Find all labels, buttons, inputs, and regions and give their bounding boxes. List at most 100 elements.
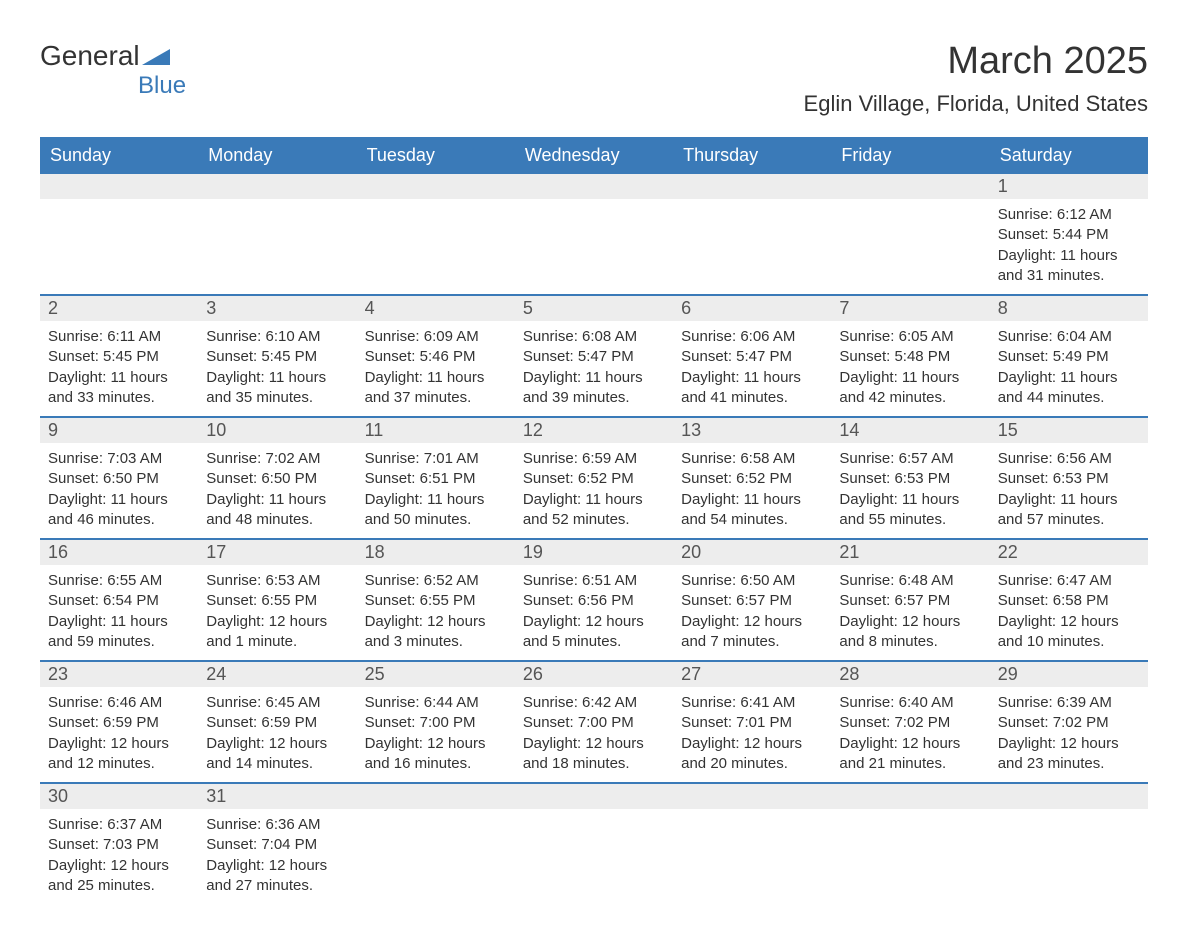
day-number: 1 — [990, 174, 1148, 199]
day-cell — [831, 809, 989, 904]
day-number: 26 — [515, 662, 673, 687]
day-number: 29 — [990, 662, 1148, 687]
day-cell: Sunrise: 6:46 AMSunset: 6:59 PMDaylight:… — [40, 687, 198, 782]
day-number: 21 — [831, 540, 989, 565]
day-number: 9 — [40, 418, 198, 443]
day-cell: Sunrise: 6:51 AMSunset: 6:56 PMDaylight:… — [515, 565, 673, 660]
day-cell: Sunrise: 7:02 AMSunset: 6:50 PMDaylight:… — [198, 443, 356, 538]
day-number: 3 — [198, 296, 356, 321]
day-details: Sunrise: 6:12 AMSunset: 5:44 PMDaylight:… — [998, 203, 1140, 286]
day-cell: Sunrise: 6:57 AMSunset: 6:53 PMDaylight:… — [831, 443, 989, 538]
day-number: 17 — [198, 540, 356, 565]
logo-word-general: General — [40, 40, 140, 72]
day-details-row: Sunrise: 6:12 AMSunset: 5:44 PMDaylight:… — [40, 199, 1148, 294]
day-header-tuesday: Tuesday — [357, 137, 515, 174]
weeks-container: 1 Sunrise: 6:12 AMSunset: 5:44 PMDaylight… — [40, 174, 1148, 904]
logo-text-line1: General — [40, 40, 170, 72]
day-cell: Sunrise: 6:12 AMSunset: 5:44 PMDaylight:… — [990, 199, 1148, 294]
day-number — [673, 174, 831, 199]
day-details: Sunrise: 7:02 AMSunset: 6:50 PMDaylight:… — [206, 447, 348, 530]
day-details: Sunrise: 6:09 AMSunset: 5:46 PMDaylight:… — [365, 325, 507, 408]
day-number — [515, 784, 673, 809]
day-details: Sunrise: 6:52 AMSunset: 6:55 PMDaylight:… — [365, 569, 507, 652]
day-cell: Sunrise: 6:56 AMSunset: 6:53 PMDaylight:… — [990, 443, 1148, 538]
day-header-sunday: Sunday — [40, 137, 198, 174]
day-cell: Sunrise: 6:11 AMSunset: 5:45 PMDaylight:… — [40, 321, 198, 416]
day-cell: Sunrise: 6:42 AMSunset: 7:00 PMDaylight:… — [515, 687, 673, 782]
day-number: 8 — [990, 296, 1148, 321]
day-number: 31 — [198, 784, 356, 809]
day-details: Sunrise: 6:48 AMSunset: 6:57 PMDaylight:… — [839, 569, 981, 652]
day-number: 15 — [990, 418, 1148, 443]
day-cell: Sunrise: 6:10 AMSunset: 5:45 PMDaylight:… — [198, 321, 356, 416]
day-details: Sunrise: 6:08 AMSunset: 5:47 PMDaylight:… — [523, 325, 665, 408]
day-header-friday: Friday — [831, 137, 989, 174]
day-number: 5 — [515, 296, 673, 321]
day-number — [198, 174, 356, 199]
logo: General Blue — [40, 40, 186, 100]
day-cell: Sunrise: 6:47 AMSunset: 6:58 PMDaylight:… — [990, 565, 1148, 660]
day-number-row: 16171819202122 — [40, 538, 1148, 565]
day-cell: Sunrise: 6:52 AMSunset: 6:55 PMDaylight:… — [357, 565, 515, 660]
day-number: 14 — [831, 418, 989, 443]
day-details: Sunrise: 6:40 AMSunset: 7:02 PMDaylight:… — [839, 691, 981, 774]
day-cell: Sunrise: 6:44 AMSunset: 7:00 PMDaylight:… — [357, 687, 515, 782]
day-number: 18 — [357, 540, 515, 565]
day-cell: Sunrise: 6:41 AMSunset: 7:01 PMDaylight:… — [673, 687, 831, 782]
day-details: Sunrise: 6:10 AMSunset: 5:45 PMDaylight:… — [206, 325, 348, 408]
day-cell — [515, 809, 673, 904]
day-details: Sunrise: 6:55 AMSunset: 6:54 PMDaylight:… — [48, 569, 190, 652]
day-details-row: Sunrise: 6:37 AMSunset: 7:03 PMDaylight:… — [40, 809, 1148, 904]
day-number: 16 — [40, 540, 198, 565]
day-header-wednesday: Wednesday — [515, 137, 673, 174]
day-number: 11 — [357, 418, 515, 443]
day-details: Sunrise: 6:45 AMSunset: 6:59 PMDaylight:… — [206, 691, 348, 774]
day-number: 19 — [515, 540, 673, 565]
day-details: Sunrise: 6:37 AMSunset: 7:03 PMDaylight:… — [48, 813, 190, 896]
calendar: Sunday Monday Tuesday Wednesday Thursday… — [40, 137, 1148, 904]
day-number: 30 — [40, 784, 198, 809]
day-details: Sunrise: 6:41 AMSunset: 7:01 PMDaylight:… — [681, 691, 823, 774]
day-cell: Sunrise: 6:39 AMSunset: 7:02 PMDaylight:… — [990, 687, 1148, 782]
day-details: Sunrise: 6:39 AMSunset: 7:02 PMDaylight:… — [998, 691, 1140, 774]
day-cell: Sunrise: 6:45 AMSunset: 6:59 PMDaylight:… — [198, 687, 356, 782]
day-cell: Sunrise: 6:58 AMSunset: 6:52 PMDaylight:… — [673, 443, 831, 538]
day-cell: Sunrise: 7:03 AMSunset: 6:50 PMDaylight:… — [40, 443, 198, 538]
day-details: Sunrise: 6:46 AMSunset: 6:59 PMDaylight:… — [48, 691, 190, 774]
day-number: 24 — [198, 662, 356, 687]
day-cell — [40, 199, 198, 294]
day-details-row: Sunrise: 6:11 AMSunset: 5:45 PMDaylight:… — [40, 321, 1148, 416]
day-cell — [357, 199, 515, 294]
day-cell — [673, 809, 831, 904]
day-number: 25 — [357, 662, 515, 687]
day-cell — [831, 199, 989, 294]
day-details: Sunrise: 6:44 AMSunset: 7:00 PMDaylight:… — [365, 691, 507, 774]
day-details-row: Sunrise: 7:03 AMSunset: 6:50 PMDaylight:… — [40, 443, 1148, 538]
day-number: 6 — [673, 296, 831, 321]
day-cell: Sunrise: 6:04 AMSunset: 5:49 PMDaylight:… — [990, 321, 1148, 416]
day-cell — [990, 809, 1148, 904]
day-details: Sunrise: 6:42 AMSunset: 7:00 PMDaylight:… — [523, 691, 665, 774]
day-cell: Sunrise: 6:06 AMSunset: 5:47 PMDaylight:… — [673, 321, 831, 416]
day-details: Sunrise: 6:57 AMSunset: 6:53 PMDaylight:… — [839, 447, 981, 530]
day-cell: Sunrise: 6:09 AMSunset: 5:46 PMDaylight:… — [357, 321, 515, 416]
day-header-saturday: Saturday — [990, 137, 1148, 174]
day-number-row: 23242526272829 — [40, 660, 1148, 687]
day-number: 22 — [990, 540, 1148, 565]
day-details: Sunrise: 6:06 AMSunset: 5:47 PMDaylight:… — [681, 325, 823, 408]
day-cell: Sunrise: 6:37 AMSunset: 7:03 PMDaylight:… — [40, 809, 198, 904]
day-number — [990, 784, 1148, 809]
day-header-row: Sunday Monday Tuesday Wednesday Thursday… — [40, 137, 1148, 174]
day-details-row: Sunrise: 6:46 AMSunset: 6:59 PMDaylight:… — [40, 687, 1148, 782]
day-details: Sunrise: 7:03 AMSunset: 6:50 PMDaylight:… — [48, 447, 190, 530]
day-number — [40, 174, 198, 199]
day-cell: Sunrise: 6:36 AMSunset: 7:04 PMDaylight:… — [198, 809, 356, 904]
day-details: Sunrise: 6:51 AMSunset: 6:56 PMDaylight:… — [523, 569, 665, 652]
day-details: Sunrise: 6:36 AMSunset: 7:04 PMDaylight:… — [206, 813, 348, 896]
day-number: 7 — [831, 296, 989, 321]
logo-word-blue: Blue — [138, 72, 186, 100]
day-details: Sunrise: 6:50 AMSunset: 6:57 PMDaylight:… — [681, 569, 823, 652]
title-block: March 2025 Eglin Village, Florida, Unite… — [804, 40, 1148, 117]
day-cell: Sunrise: 6:55 AMSunset: 6:54 PMDaylight:… — [40, 565, 198, 660]
day-details: Sunrise: 6:47 AMSunset: 6:58 PMDaylight:… — [998, 569, 1140, 652]
